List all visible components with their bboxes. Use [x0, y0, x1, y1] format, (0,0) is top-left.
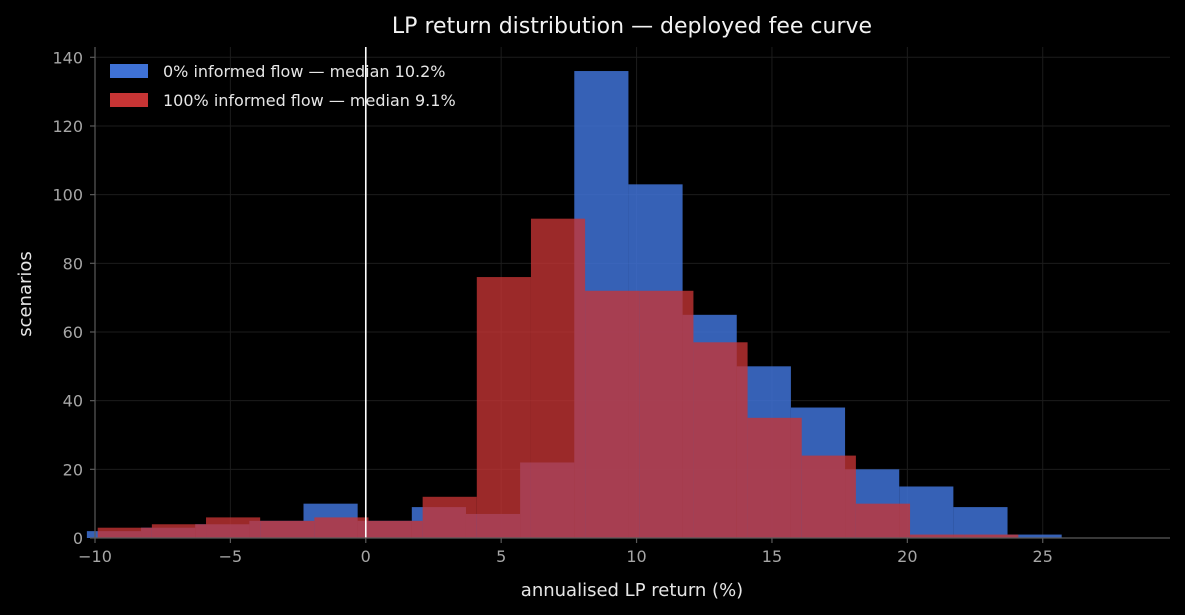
y-tick-label-3: 60	[63, 323, 83, 342]
bar-series-1-bin-9	[585, 290, 640, 538]
bar-series-1-bin-11	[693, 342, 748, 538]
bar-series-1-bin-12	[747, 417, 802, 538]
bar-series-1-bin-3	[260, 520, 315, 538]
x-tick-label-1: −5	[219, 547, 243, 566]
chart-title: LP return distribution — deployed fee cu…	[392, 14, 872, 39]
y-tick-label-1: 20	[63, 460, 83, 479]
bar-series-1-bin-7	[476, 277, 531, 538]
bar-series-1-bin-10	[639, 290, 694, 538]
bar-series-0-bin-16	[953, 507, 1008, 538]
x-tick-label-6: 20	[897, 547, 917, 566]
x-tick-label-3: 5	[496, 547, 506, 566]
series-1-bars	[97, 218, 1019, 538]
x-tick-label-4: 10	[626, 547, 646, 566]
x-axis-ticks: −10 −5 0 5 10 15 20 25	[78, 538, 1053, 566]
legend-label-series-0: 0% informed flow — median 10.2%	[163, 62, 445, 81]
bar-series-1-bin-2	[206, 517, 261, 538]
legend-swatch-series-0	[110, 64, 148, 78]
legend-swatch-series-1	[110, 93, 148, 107]
bar-series-1-bin-6	[422, 496, 477, 538]
x-tick-label-7: 25	[1033, 547, 1053, 566]
bar-series-1-bin-15	[910, 534, 965, 538]
y-axis-ticks: 0 20 40 60 80 100 120 140	[52, 48, 95, 548]
x-tick-label-2: 0	[361, 547, 371, 566]
legend-label-series-1: 100% informed flow — median 9.1%	[163, 91, 456, 110]
legend: 0% informed flow — median 10.2% 100% inf…	[110, 62, 456, 110]
y-tick-label-2: 40	[63, 392, 83, 411]
bar-series-1-bin-8	[530, 218, 586, 538]
x-tick-label-0: −10	[78, 547, 112, 566]
y-tick-label-6: 120	[52, 117, 83, 136]
y-axis-label: scenarios	[15, 251, 36, 337]
bar-series-1-bin-14	[855, 503, 911, 538]
y-tick-label-0: 0	[73, 529, 83, 548]
bar-series-1-bin-0	[97, 527, 152, 538]
x-axis-label: annualised LP return (%)	[521, 580, 743, 601]
y-tick-label-7: 140	[52, 48, 83, 67]
x-tick-label-5: 15	[762, 547, 782, 566]
y-tick-label-5: 100	[52, 186, 83, 205]
bar-series-1-bin-1	[151, 524, 207, 538]
bar-series-0-bin-17	[1007, 534, 1062, 538]
bar-series-1-bin-16	[964, 534, 1019, 538]
bar-series-1-bin-13	[801, 455, 856, 538]
bar-series-1-bin-5	[368, 520, 423, 538]
bar-series-1-bin-4	[314, 517, 369, 538]
y-tick-label-4: 80	[63, 254, 83, 273]
